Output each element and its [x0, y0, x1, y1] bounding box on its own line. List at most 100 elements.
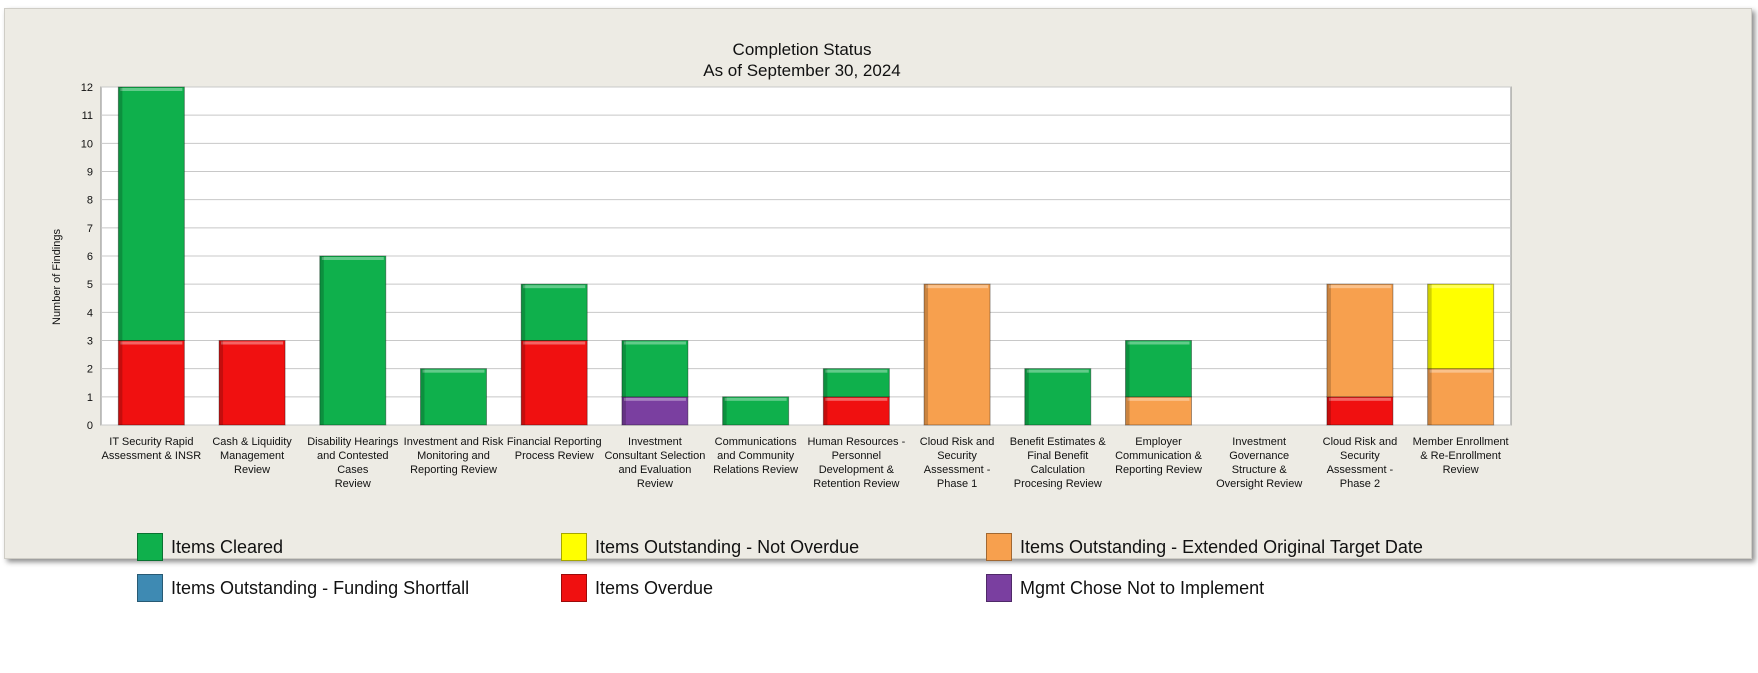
bar-shade	[521, 340, 526, 425]
x-tick-label-line: Investment	[628, 436, 682, 448]
bar-segment	[1326, 396, 1394, 426]
x-tick-label: Investment and Risk Monitoring and Reporti…	[404, 436, 504, 476]
x-tick-label-line: Investment and Risk	[404, 436, 504, 448]
x-tick-label-line: Financial Reporting	[507, 436, 602, 448]
x-tick-label: Member Enrollment & Re-Enrollment Review	[1413, 436, 1509, 476]
x-tick-label-line: Assessment & INSR	[102, 450, 202, 462]
bar-shade	[924, 284, 929, 425]
y-tick-label: 6	[87, 251, 93, 263]
legend-label: Mgmt Chose Not to Implement	[1020, 577, 1265, 598]
x-tick-label-line: Security	[1340, 450, 1380, 462]
x-tick-label: IT Security Rapid Assessment & INSR	[102, 436, 202, 462]
x-tick-label: Financial Reporting Process Review	[507, 436, 602, 462]
bar-segment	[621, 396, 689, 426]
x-tick-label-line: Review	[234, 464, 270, 476]
bar-segment	[822, 368, 890, 398]
x-tick-label: Cloud Risk and Security Assessment - Phase …	[920, 436, 995, 490]
y-tick-label: 0	[87, 420, 93, 432]
x-tick-label-line: IT Security Rapid	[109, 436, 193, 448]
y-tick-label: 1	[87, 392, 93, 404]
bar-highlight	[623, 397, 686, 401]
bar-shade	[1125, 396, 1130, 425]
bar-shade	[1326, 284, 1331, 397]
bar-highlight	[724, 397, 787, 401]
x-tick-label-line: Investment	[1232, 436, 1286, 448]
x-tick-label: Cash & Liquidity Management Review	[212, 436, 292, 476]
bar-shade	[1427, 368, 1432, 425]
x-tick-label: Human Resources - Personnel Development & R…	[807, 436, 905, 490]
y-tick-label: 5	[87, 279, 93, 291]
y-tick-label: 3	[87, 336, 93, 348]
x-tick-label-line: Consultant Selection	[604, 450, 705, 462]
bar-segment	[319, 255, 387, 426]
bar-segment	[117, 86, 185, 341]
x-tick-label-line: Final Benefit	[1027, 450, 1088, 462]
bar-highlight	[1328, 397, 1391, 401]
x-tick-label-line: Phase 1	[937, 478, 977, 490]
bar-highlight	[120, 88, 183, 91]
x-tick-label: Employer Communication & Reporting Review	[1115, 436, 1202, 476]
bar-shade	[219, 340, 224, 425]
x-tick-label-line: Structure &	[1232, 464, 1288, 476]
x-tick-label-line: Calculation	[1031, 464, 1085, 476]
x-tick-label-line: Reporting Review	[1115, 464, 1202, 476]
bar-segment	[923, 283, 991, 426]
bar-highlight	[926, 285, 989, 289]
bar-chart: Completion Status As of September 30, 20…	[51, 40, 1512, 490]
y-tick-label: 4	[87, 307, 93, 319]
x-tick-label: Cloud Risk and Security Assessment - Phase …	[1323, 436, 1398, 490]
bar-shade	[621, 340, 626, 397]
bar-segment	[1125, 396, 1192, 426]
x-tick-label-line: Cloud Risk and	[1323, 436, 1398, 448]
bar-shade	[1125, 340, 1130, 397]
x-tick-label-line: Management	[220, 450, 284, 462]
x-tick-label-line: Disability Hearings	[307, 436, 399, 448]
bar-segment	[1427, 368, 1495, 426]
x-tick-label-line: Relations Review	[713, 464, 798, 476]
x-tick-label: Investment Governance Structure & Oversight…	[1216, 436, 1302, 490]
x-tick-label-line: and Community	[717, 450, 795, 462]
x-tick-label-line: Review	[335, 478, 371, 490]
y-axis-label: Number of Findings	[51, 229, 63, 325]
x-tick-label-line: Review	[637, 478, 673, 490]
legend-swatch	[986, 574, 1012, 602]
x-tick-label: Investment Consultant Selection and Evalua…	[604, 436, 705, 490]
bar-segment	[520, 340, 588, 426]
bar-segment	[520, 283, 588, 341]
bar-shade	[621, 396, 626, 425]
bar-segment	[722, 396, 790, 426]
y-tick-label: 11	[82, 110, 93, 122]
bar-highlight	[120, 341, 183, 345]
bar-shade	[823, 396, 828, 425]
x-tick-label-line: Benefit Estimates &	[1010, 436, 1107, 448]
x-tick-label-line: Process Review	[515, 450, 594, 462]
bar-highlight	[523, 285, 586, 289]
x-tick-label-line: Cloud Risk and	[920, 436, 995, 448]
y-tick-label: 7	[87, 223, 93, 235]
x-tick-label-line: Communication &	[1115, 450, 1202, 462]
bar-shade	[118, 340, 123, 425]
x-tick-label-line: Reporting Review	[410, 464, 497, 476]
legend-label: Items Overdue	[595, 577, 714, 598]
bar-highlight	[1026, 369, 1089, 373]
x-tick-label: Disability Hearings and Contested Cases Rev…	[307, 436, 399, 490]
bar-shade	[420, 368, 425, 425]
legend-label: Items Outstanding - Funding Shortfall	[171, 577, 470, 598]
x-tick-label-line: Human Resources -	[807, 436, 905, 448]
x-tick-label: Communications and Community Relations Rev…	[713, 436, 798, 476]
legend-item-items-overdue: Items Overdue	[561, 574, 713, 602]
bars	[117, 86, 1495, 426]
x-tick-label-line: & Re-Enrollment	[1420, 450, 1501, 462]
bar-highlight	[321, 257, 384, 260]
x-tick-label-line: Personnel	[832, 450, 882, 462]
x-tick-labels: IT Security Rapid Assessment & INSR Cash &…	[102, 436, 1509, 490]
bar-shade	[1024, 368, 1029, 425]
y-tick-label: 10	[81, 138, 93, 150]
bar-shade	[1326, 396, 1331, 425]
bar-highlight	[825, 397, 888, 401]
y-tick-label: 12	[81, 82, 93, 94]
x-tick-label-line: Cash & Liquidity	[212, 436, 292, 448]
bar-segment	[1326, 283, 1394, 398]
x-tick-label-line: Communications	[715, 436, 797, 448]
x-tick-label-line: Assessment -	[1327, 464, 1394, 476]
